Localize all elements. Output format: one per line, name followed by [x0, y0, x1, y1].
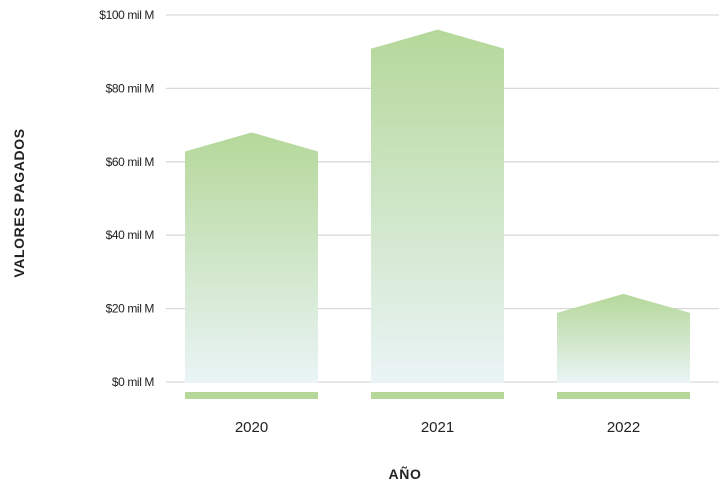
bar-base-strip [557, 392, 690, 399]
y-tick-label: $0 mil M [112, 375, 155, 389]
x-tick-label: 2020 [235, 419, 268, 436]
bars [185, 29, 690, 399]
y-axis-ticks: $0 mil M $20 mil M $40 mil M $60 mil M $80 m… [99, 8, 155, 389]
bar-base-strip [185, 392, 318, 399]
y-tick-label: $100 mil M [99, 8, 154, 22]
x-axis-ticks: 2020 2021 2022 [235, 419, 640, 436]
bar-2020 [185, 132, 318, 383]
bar-2022 [557, 293, 690, 383]
y-tick-label: $40 mil M [106, 228, 155, 242]
x-tick-label: 2022 [607, 419, 640, 436]
y-tick-label: $80 mil M [106, 81, 155, 95]
bar-2021 [371, 29, 504, 384]
y-tick-label: $60 mil M [106, 155, 155, 169]
x-axis-title: AÑO [389, 465, 422, 482]
y-axis-title: VALORES PAGADOS [11, 128, 27, 277]
bar-base-strip [371, 392, 504, 399]
x-tick-label: 2021 [421, 419, 454, 436]
y-tick-label: $20 mil M [106, 302, 155, 316]
